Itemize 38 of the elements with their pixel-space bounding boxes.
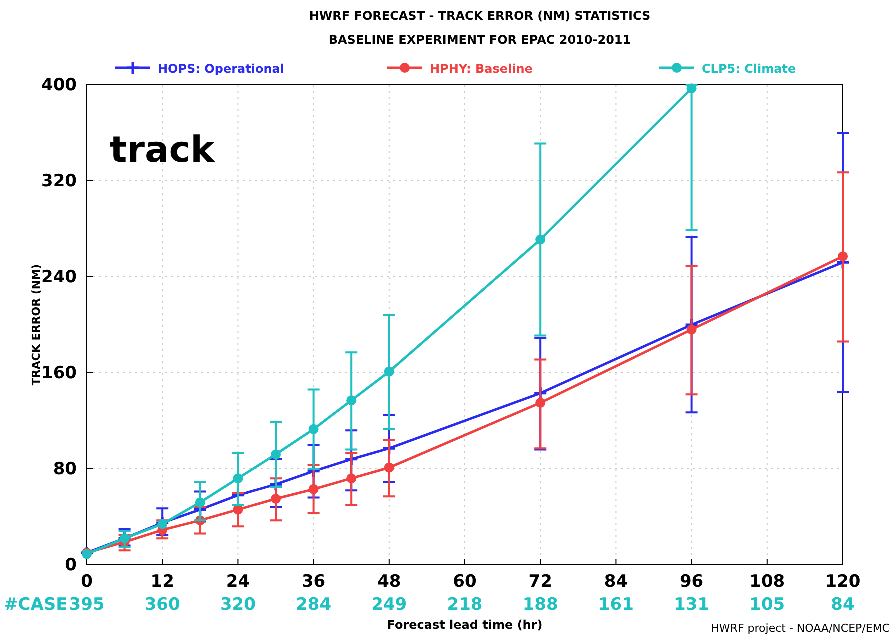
text: 395 [69,595,105,615]
text: 131 [674,595,710,615]
text: 105 [750,595,786,615]
text: 284 [296,595,332,615]
y-tick-label: 160 [42,363,78,384]
y-tick-label: 80 [53,459,78,480]
x-tick-label: 12 [150,572,174,592]
legend-label: CLP5: Climate [702,62,796,76]
x-tick-label: 24 [226,572,250,592]
y-tick-label: 0 [65,555,78,576]
text: 188 [522,595,558,615]
annotation: track [110,130,216,171]
y-tick-label: 400 [42,75,78,96]
text: HWRF project - NOAA/NCEP/EMC [711,622,890,635]
x-tick-label: 0 [81,572,94,592]
x-tick-label: 36 [302,572,326,592]
x-tick-label: 96 [680,572,704,592]
text: 320 [220,595,256,615]
y-tick-label: 240 [42,267,78,288]
y-axis-title: TRACK ERROR (NM) [30,264,43,386]
text: 218 [447,595,483,615]
legend-label: HPHY: Baseline [430,62,533,76]
x-tick-label: 120 [825,572,861,592]
x-tick-label: 48 [378,572,402,592]
x-tick-label: 84 [604,572,628,592]
x-tick-label: 72 [528,572,552,592]
x-axis-title: Forecast lead time (hr) [387,618,543,632]
text: #CASE [4,595,68,615]
chart-subtitle: BASELINE EXPERIMENT FOR EPAC 2010-2011 [328,33,632,47]
text: 360 [144,595,181,615]
text: 84 [831,595,855,615]
legend-label: HOPS: Operational [158,62,284,76]
text: 249 [372,595,408,615]
y-tick-label: 320 [42,171,78,192]
chart-title: HWRF FORECAST - TRACK ERROR (NM) STATISTICS [309,9,651,23]
x-tick-label: 60 [453,572,477,592]
x-tick-label: 108 [750,572,786,592]
text: 161 [598,595,634,615]
